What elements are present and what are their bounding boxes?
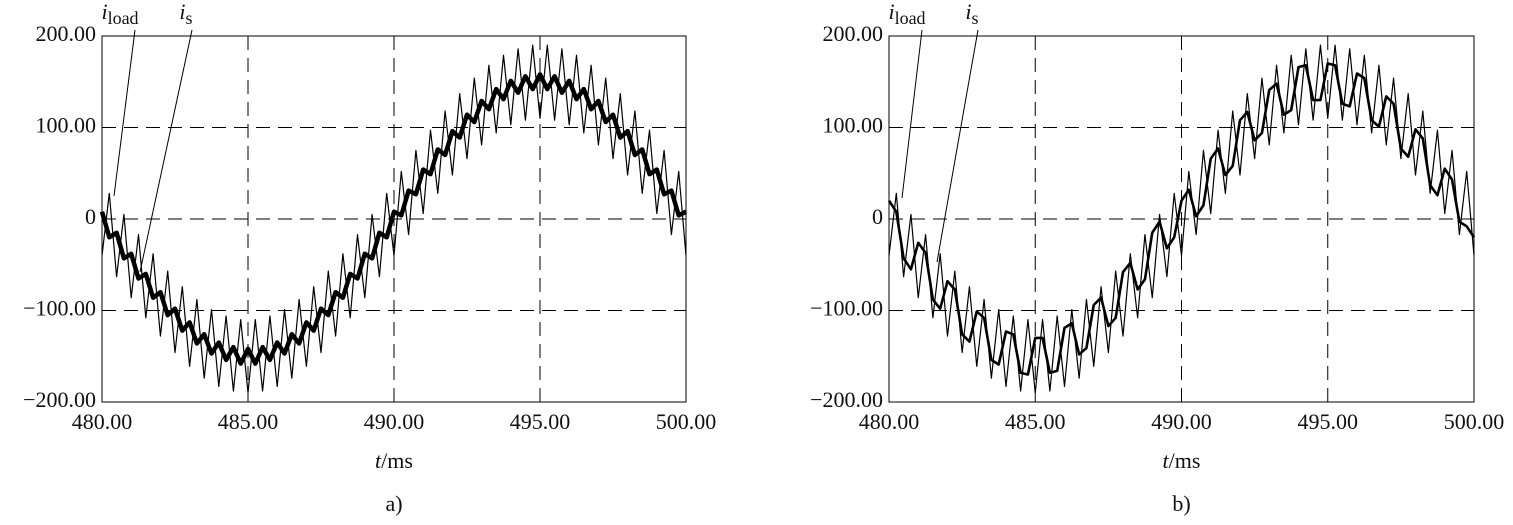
panel-label: a) xyxy=(385,491,402,516)
series-line xyxy=(887,62,1476,376)
panel-label: b) xyxy=(1172,491,1190,516)
series-label: iload xyxy=(101,0,138,28)
x-axis-label: t/ms xyxy=(375,448,413,473)
y-tick-label: 200.00 xyxy=(823,21,884,46)
y-tick-label: 100.00 xyxy=(823,113,884,138)
x-tick-label: 480.00 xyxy=(859,409,920,434)
series-label: is xyxy=(965,0,978,28)
x-tick-label: 485.00 xyxy=(1005,409,1066,434)
series-line xyxy=(101,44,687,394)
y-tick-label: 100.00 xyxy=(36,113,97,138)
annotation-leader xyxy=(936,29,979,263)
annotation-leader xyxy=(901,29,923,199)
x-axis-label: t/ms xyxy=(1163,448,1201,473)
y-tick-label: 0 xyxy=(872,204,883,229)
x-tick-label: 480.00 xyxy=(72,409,133,434)
x-tick-label: 490.00 xyxy=(364,409,425,434)
y-tick-label: −100.00 xyxy=(810,296,883,321)
series-label: is xyxy=(179,0,192,28)
annotation-leader xyxy=(113,29,136,197)
series-line xyxy=(99,72,688,366)
y-tick-label: −100.00 xyxy=(23,296,96,321)
x-tick-label: 485.00 xyxy=(218,409,279,434)
y-tick-label: −200.00 xyxy=(810,387,883,412)
y-tick-label: 0 xyxy=(85,204,96,229)
y-tick-label: −200.00 xyxy=(23,387,96,412)
annotation-leader xyxy=(139,29,193,273)
x-tick-label: 495.00 xyxy=(510,409,571,434)
series-label: iload xyxy=(888,0,925,28)
y-tick-label: 200.00 xyxy=(36,21,97,46)
x-tick-label: 495.00 xyxy=(1298,409,1359,434)
x-tick-label: 500.00 xyxy=(1444,409,1505,434)
x-tick-label: 500.00 xyxy=(656,409,717,434)
x-tick-label: 490.00 xyxy=(1151,409,1212,434)
